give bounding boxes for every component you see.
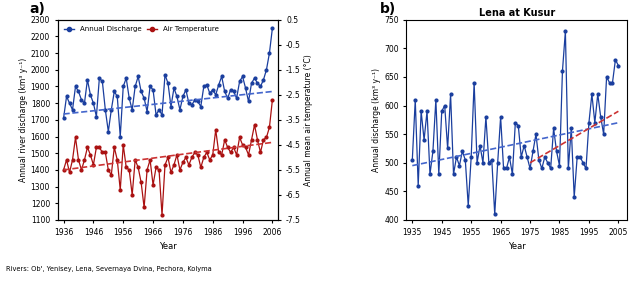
Text: b): b)	[380, 2, 396, 16]
X-axis label: Year: Year	[159, 242, 177, 251]
Y-axis label: Annual discharge (km³ y⁻¹): Annual discharge (km³ y⁻¹)	[372, 68, 381, 172]
Y-axis label: Annual mean air temperature (°C): Annual mean air temperature (°C)	[303, 54, 313, 186]
Text: Rivers: Ob', Yenisey, Lena, Severnaya Dvina, Pechora, Kolyma: Rivers: Ob', Yenisey, Lena, Severnaya Dv…	[6, 266, 212, 272]
Y-axis label: Annual river discharge (km³ y⁻¹): Annual river discharge (km³ y⁻¹)	[19, 58, 28, 182]
Text: a): a)	[29, 2, 45, 16]
Title: Lena at Kusur: Lena at Kusur	[479, 8, 555, 17]
X-axis label: Year: Year	[508, 242, 525, 251]
Legend: Annual Discharge, Air Temperature: Annual Discharge, Air Temperature	[61, 23, 221, 35]
